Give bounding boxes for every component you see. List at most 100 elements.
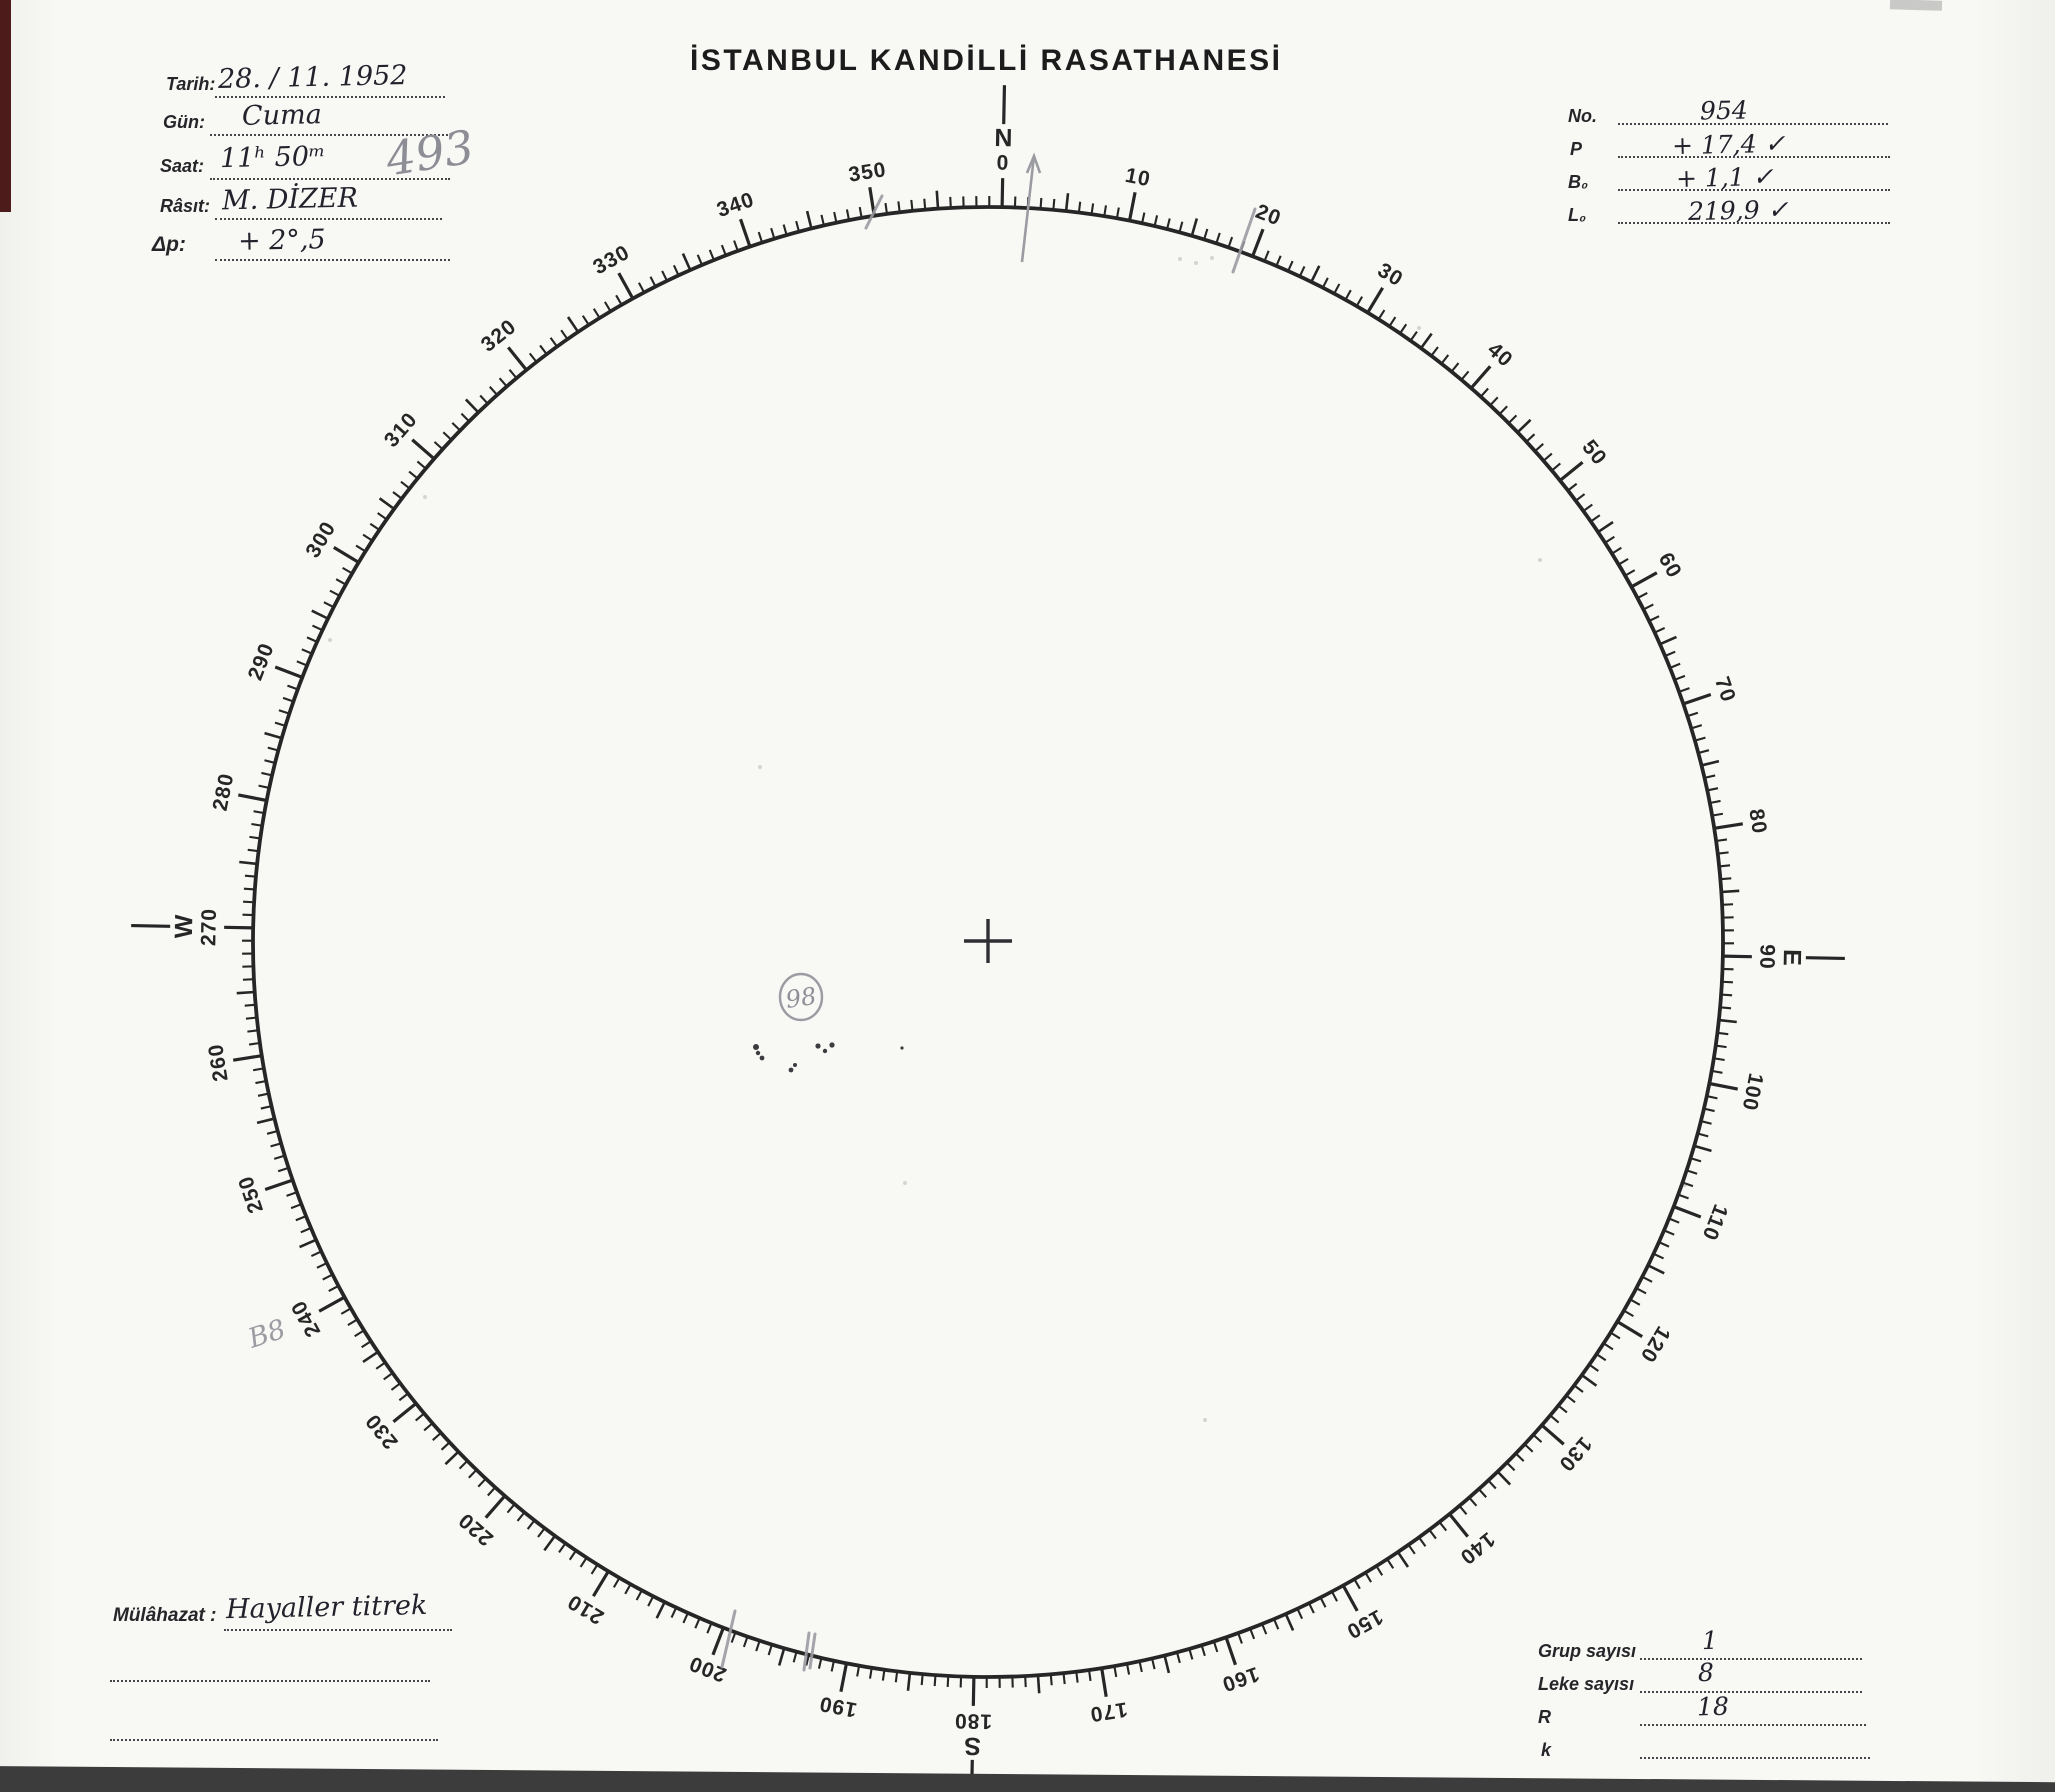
degree-label: 90 bbox=[1755, 944, 1778, 970]
paper-speck bbox=[1417, 326, 1421, 330]
pencil-stroke bbox=[808, 1632, 817, 1670]
degree-tick bbox=[1673, 1205, 1702, 1219]
degree-tick bbox=[543, 1535, 556, 1552]
degree-label: 70 bbox=[1710, 674, 1740, 705]
degree-label: 130 bbox=[1554, 1432, 1596, 1476]
pencil-arrow-shaft bbox=[1020, 155, 1036, 263]
margin-note: B8 bbox=[244, 1314, 290, 1355]
paper-speck bbox=[758, 765, 762, 769]
sunspot-dot bbox=[753, 1044, 759, 1050]
pencil-stroke bbox=[720, 1609, 737, 1669]
degree-label: 260 bbox=[204, 1042, 233, 1083]
degree-tick bbox=[232, 1054, 263, 1062]
degree-tick bbox=[1540, 1423, 1565, 1446]
degree-tick bbox=[1693, 1144, 1712, 1153]
degree-label: 150 bbox=[1342, 1605, 1386, 1644]
degree-tick bbox=[444, 1450, 460, 1466]
paper-speck bbox=[903, 1181, 907, 1185]
degree-tick bbox=[971, 1676, 976, 1706]
degree-tick bbox=[805, 210, 813, 229]
sunspot-dot bbox=[788, 1067, 794, 1073]
degree-tick bbox=[1496, 1470, 1512, 1486]
degree-tick bbox=[681, 253, 692, 271]
cardinal-pointer-line bbox=[1002, 85, 1007, 125]
l0-value: 219,9 ✓ bbox=[1687, 194, 1789, 227]
paper-speck bbox=[1538, 558, 1542, 562]
degree-tick bbox=[224, 925, 254, 930]
degree-tick bbox=[1163, 1655, 1171, 1674]
remarks-blank-line-1 bbox=[110, 1680, 430, 1682]
saat-leader-line bbox=[210, 178, 450, 180]
degree-tick bbox=[1718, 1018, 1737, 1024]
degree-tick bbox=[1396, 1551, 1410, 1568]
degree-tick bbox=[464, 398, 480, 414]
scan-corner-mark bbox=[1889, 0, 1943, 11]
remarks-blank-line-2 bbox=[110, 1739, 438, 1741]
degree-label: 160 bbox=[1219, 1662, 1262, 1696]
b0-leader-line bbox=[1618, 189, 1890, 191]
paper-speck bbox=[328, 638, 332, 642]
sunspot-dot bbox=[900, 1046, 904, 1050]
sunspot-dot bbox=[759, 1055, 765, 1061]
degree-label: 200 bbox=[686, 1651, 730, 1686]
pencil-stroke bbox=[1231, 207, 1257, 274]
spot-count-value: 8 bbox=[1697, 1657, 1715, 1688]
degree-tick bbox=[1616, 1320, 1644, 1339]
degree-tick bbox=[239, 860, 258, 866]
degree-tick bbox=[1630, 571, 1658, 589]
degree-label: 0 bbox=[996, 152, 1009, 175]
paper-speck bbox=[1203, 1418, 1207, 1422]
degree-tick bbox=[1713, 822, 1744, 830]
degree-tick bbox=[1581, 1374, 1598, 1387]
cardinal-letter-n: N bbox=[994, 124, 1013, 152]
remarks-label: Mülâhazat : bbox=[113, 1605, 217, 1626]
degree-label: 10 bbox=[1123, 164, 1152, 191]
degree-tick bbox=[362, 1350, 379, 1364]
degree-tick bbox=[777, 1647, 786, 1666]
spot-count-leader-line bbox=[1640, 1691, 1862, 1693]
degree-tick bbox=[411, 438, 436, 461]
degree-tick bbox=[256, 1117, 275, 1125]
group-count-label: Grup sayısı bbox=[1538, 1641, 1637, 1661]
degree-tick bbox=[839, 1662, 849, 1693]
degree-tick bbox=[1722, 954, 1752, 959]
delta-p-label: Δp: bbox=[152, 233, 186, 256]
degree-label: 290 bbox=[244, 640, 279, 684]
degree-tick bbox=[1682, 693, 1712, 706]
remarks-leader-line bbox=[224, 1629, 452, 1631]
delta-p-value: + 2°,5 bbox=[237, 224, 326, 257]
degree-label: 270 bbox=[197, 908, 221, 946]
spot-count-label: Leke sayısı bbox=[1538, 1674, 1635, 1694]
degree-tick bbox=[1036, 1675, 1041, 1694]
degree-tick bbox=[935, 190, 940, 209]
page-title: İSTANBUL KANDİLLİ RASATHANESİ bbox=[690, 44, 1283, 77]
scan-edge-strip bbox=[0, 0, 11, 212]
degree-tick bbox=[1721, 889, 1740, 894]
degree-tick bbox=[739, 218, 752, 248]
degree-label: 20 bbox=[1252, 200, 1284, 231]
degree-label: 350 bbox=[847, 158, 888, 187]
remarks-value: Hayaller titrek bbox=[225, 1589, 428, 1626]
degree-tick bbox=[1190, 218, 1199, 237]
degree-tick bbox=[1251, 228, 1265, 257]
sunspot-group-number: 98 bbox=[784, 982, 818, 1014]
sunspot-dot bbox=[829, 1042, 835, 1048]
group-count-value: 1 bbox=[1701, 1625, 1719, 1656]
p-leader-line bbox=[1618, 156, 1890, 158]
degree-tick bbox=[378, 497, 395, 510]
p-label: P bbox=[1570, 139, 1583, 159]
degree-label: 320 bbox=[477, 315, 521, 357]
cardinal-pointer-line bbox=[1805, 956, 1845, 961]
degree-tick bbox=[1448, 1513, 1470, 1538]
degree-label: 310 bbox=[380, 408, 422, 452]
gun-label: Gün: bbox=[163, 112, 205, 132]
rasit-label: Râsıt: bbox=[160, 196, 211, 216]
degree-tick bbox=[566, 316, 580, 333]
degree-tick bbox=[237, 793, 268, 803]
l0-leader-line bbox=[1618, 222, 1890, 224]
delta-p-leader-line bbox=[215, 259, 450, 261]
degree-tick bbox=[506, 346, 528, 371]
rasit-value: M. DİZER bbox=[221, 182, 359, 217]
paper-speck bbox=[1178, 257, 1182, 261]
l0-label: L₀ bbox=[1568, 205, 1587, 225]
